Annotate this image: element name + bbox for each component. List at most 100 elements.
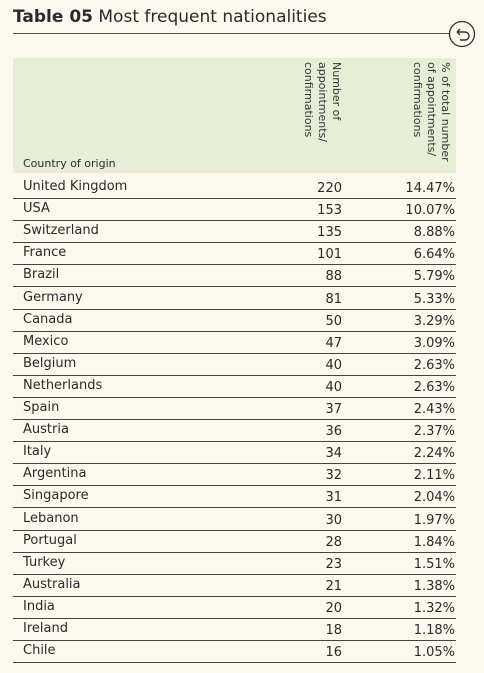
table-row: Canada 50 3.29% [13, 309, 456, 332]
count: 30 [325, 512, 342, 528]
header-line: confirmations [411, 62, 424, 138]
column-header: Number of appointments/confirmations [301, 62, 343, 142]
count: 16 [325, 645, 342, 661]
header-line: appointments/ [316, 62, 329, 142]
percent: 8.88% [413, 225, 455, 241]
country: Switzerland [23, 223, 99, 239]
country: Chile [23, 643, 56, 659]
table-row: Portugal 28 1.84% [13, 530, 456, 553]
country: Brazil [23, 267, 60, 283]
table-row: Switzerland 135 8.88% [13, 220, 456, 244]
country: Belgium [23, 355, 77, 371]
percent: 1.38% [413, 578, 455, 594]
table-row: Belgium 40 2.63% [13, 353, 456, 376]
count: 32 [325, 468, 342, 484]
back-button[interactable] [448, 20, 476, 48]
count: 47 [325, 335, 342, 351]
table-label: Table 05 [13, 7, 93, 27]
table-row: Ireland 18 1.18% [13, 618, 456, 641]
table-row: Brazil 88 5.79% [13, 264, 456, 288]
count: 23 [325, 556, 342, 572]
percent: 2.24% [413, 446, 455, 462]
count: 40 [325, 357, 342, 373]
count: 153 [317, 203, 342, 219]
count: 88 [325, 269, 342, 285]
country: Spain [23, 400, 60, 415]
country: Lebanon [23, 510, 79, 526]
country: United Kingdom [23, 179, 128, 194]
percent: 1.84% [413, 534, 455, 550]
country: Austria [23, 422, 69, 438]
count: 18 [325, 623, 342, 638]
percent: 2.63% [413, 379, 455, 395]
table-row: Spain 37 2.43% [13, 397, 456, 420]
count: 81 [325, 291, 342, 307]
country: Mexico [23, 333, 69, 349]
percent: 5.79% [413, 269, 455, 285]
table-title: Most frequent nationalities [98, 7, 327, 27]
country: Canada [23, 311, 73, 327]
header-line: of appointments/ [425, 62, 438, 157]
percent: 1.51% [413, 556, 455, 572]
country: India [23, 598, 55, 614]
percent: 1.32% [413, 600, 455, 616]
title-rule [13, 33, 449, 34]
percent: 2.04% [413, 490, 455, 506]
count: 21 [325, 578, 342, 594]
percent: 3.09% [413, 335, 455, 351]
table-row: France 101 6.64% [13, 242, 456, 266]
country: USA [23, 201, 50, 217]
table-row: Turkey 23 1.51% [13, 552, 456, 575]
table-row: Lebanon 30 1.97% [13, 508, 456, 531]
count: 135 [317, 225, 342, 241]
count: 28 [325, 534, 342, 550]
table-row: India 20 1.32% [13, 596, 456, 619]
percent: 3.29% [413, 313, 455, 329]
table-row: Argentina 32 2.11% [13, 463, 456, 487]
country: France [23, 245, 67, 261]
title: Table 05 Most frequent nationalities [13, 7, 327, 27]
table-row: Netherlands 40 2.63% [13, 375, 456, 398]
percent: 2.63% [413, 357, 455, 373]
country: Ireland [23, 621, 68, 636]
country: Argentina [23, 466, 87, 482]
percent: 14.47% [405, 181, 455, 196]
percent: 2.11% [413, 468, 455, 484]
percent: 5.33% [413, 291, 455, 307]
percent: 1.18% [413, 623, 455, 638]
count: 50 [325, 313, 342, 329]
table-row: Austria 36 2.37% [13, 419, 456, 443]
count: 37 [325, 402, 342, 417]
table-row: Mexico 47 3.09% [13, 331, 456, 354]
table-row: Australia 21 1.38% [13, 574, 456, 597]
country: Netherlands [23, 377, 103, 393]
column-header: Country of origin [23, 157, 116, 170]
country: Portugal [23, 532, 77, 548]
table-row: Singapore 31 2.04% [13, 485, 456, 509]
percent: 1.97% [413, 512, 455, 528]
percent: 2.37% [413, 424, 455, 440]
percent: 6.64% [413, 247, 455, 263]
table-row: Italy 34 2.24% [13, 441, 456, 465]
table-row: Chile 16 1.05% [13, 640, 456, 664]
count: 36 [325, 424, 342, 440]
table-row: United Kingdom 220 14.47% [13, 176, 456, 199]
count: 220 [317, 181, 342, 196]
column-header: % of total number of appointments/confirm… [410, 62, 452, 162]
country: Australia [23, 576, 81, 592]
country: Singapore [23, 488, 89, 504]
country: Germany [23, 289, 83, 305]
country: Italy [23, 444, 52, 460]
country: Turkey [23, 554, 66, 570]
count: 40 [325, 379, 342, 395]
percent: 2.43% [413, 402, 455, 417]
header-line: Number of [330, 62, 343, 121]
header-line: confirmations [302, 62, 315, 138]
table-row: Germany 81 5.33% [13, 287, 456, 310]
count: 34 [325, 446, 342, 462]
header-line: % of total number [439, 62, 452, 162]
percent: 1.05% [413, 645, 455, 661]
count: 31 [325, 490, 342, 506]
table-row: USA 153 10.07% [13, 198, 456, 222]
